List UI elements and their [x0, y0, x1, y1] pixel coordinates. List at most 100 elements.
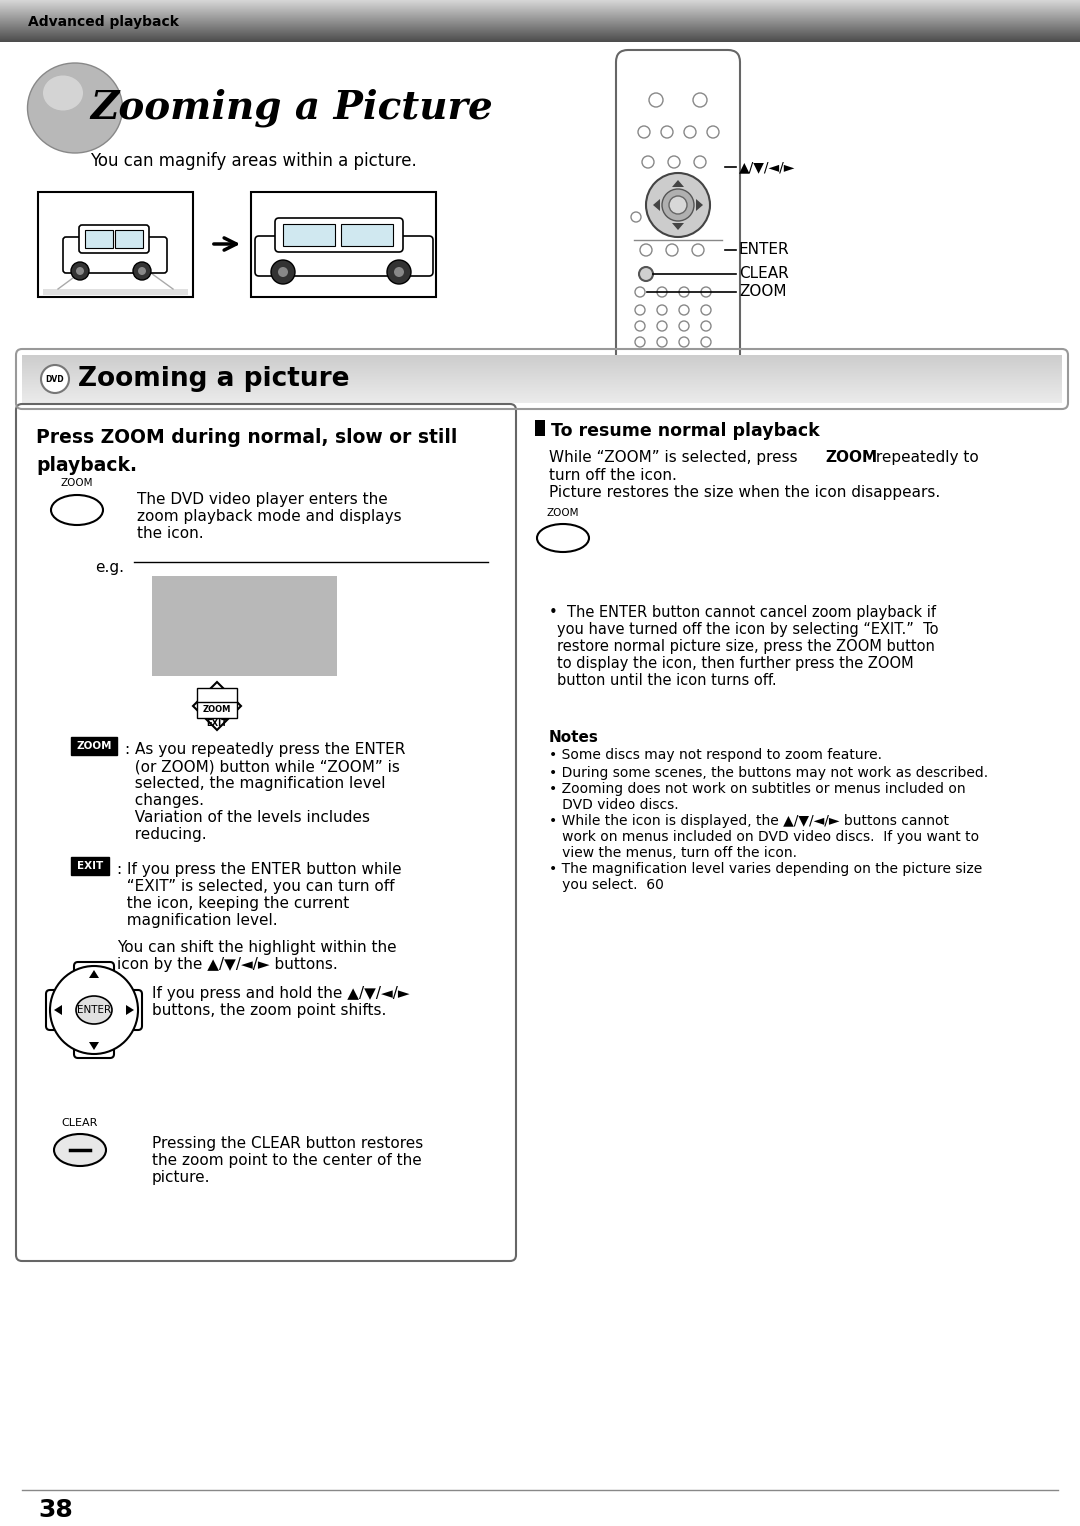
Text: e.g.: e.g. [95, 560, 124, 575]
Polygon shape [126, 1006, 134, 1015]
Text: • While the icon is displayed, the ▲/▼/◄/► buttons cannot: • While the icon is displayed, the ▲/▼/◄… [549, 813, 949, 829]
Text: ZOOM: ZOOM [739, 284, 786, 299]
Bar [283, 224, 335, 246]
Text: reducing.: reducing. [125, 827, 206, 842]
Circle shape [661, 127, 673, 137]
Text: selected, the magnification level: selected, the magnification level [125, 777, 386, 790]
Text: “EXIT” is selected, you can turn off: “EXIT” is selected, you can turn off [117, 879, 394, 894]
Text: 38: 38 [38, 1499, 72, 1521]
Bar [85, 230, 113, 249]
Polygon shape [672, 223, 684, 230]
Circle shape [701, 320, 711, 331]
Text: DVD video discs.: DVD video discs. [549, 798, 678, 812]
FancyBboxPatch shape [71, 858, 109, 874]
Text: ENTER: ENTER [77, 1006, 111, 1015]
Text: repeatedly to: repeatedly to [870, 450, 978, 465]
Text: • Some discs may not respond to zoom feature.: • Some discs may not respond to zoom fea… [549, 748, 882, 761]
Circle shape [657, 337, 667, 346]
Text: zoom playback mode and displays: zoom playback mode and displays [137, 510, 402, 523]
Circle shape [662, 189, 694, 221]
Text: • During some scenes, the buttons may not work as described.: • During some scenes, the buttons may no… [549, 766, 988, 780]
Circle shape [693, 93, 707, 107]
Polygon shape [43, 288, 188, 295]
Text: •  The ENTER button cannot cancel zoom playback if: • The ENTER button cannot cancel zoom pl… [549, 604, 936, 620]
Text: the zoom point to the center of the: the zoom point to the center of the [152, 1154, 422, 1167]
Text: • The magnification level varies depending on the picture size: • The magnification level varies dependi… [549, 862, 982, 876]
Circle shape [41, 365, 69, 394]
Circle shape [642, 156, 654, 168]
FancyBboxPatch shape [197, 702, 237, 719]
Polygon shape [696, 198, 703, 211]
Text: icon by the ▲/▼/◄/► buttons.: icon by the ▲/▼/◄/► buttons. [117, 957, 338, 972]
Circle shape [657, 287, 667, 298]
Polygon shape [89, 971, 99, 978]
Circle shape [701, 337, 711, 346]
Text: button until the icon turns off.: button until the icon turns off. [557, 673, 777, 688]
Text: CLEAR: CLEAR [739, 267, 788, 281]
FancyBboxPatch shape [16, 404, 516, 1260]
FancyBboxPatch shape [79, 224, 149, 253]
Circle shape [76, 267, 84, 275]
Circle shape [669, 156, 680, 168]
Text: Zooming a Picture: Zooming a Picture [90, 89, 492, 127]
Text: : If you press the ENTER button while: : If you press the ENTER button while [117, 862, 402, 877]
Circle shape [692, 244, 704, 256]
Ellipse shape [537, 523, 589, 552]
Circle shape [657, 320, 667, 331]
Text: ZOOM: ZOOM [60, 478, 93, 488]
Text: To resume normal playback: To resume normal playback [551, 423, 820, 439]
Circle shape [635, 305, 645, 314]
FancyBboxPatch shape [275, 218, 403, 252]
Text: you have turned off the icon by selecting “EXIT.”  To: you have turned off the icon by selectin… [557, 623, 939, 636]
Text: ZOOM: ZOOM [546, 508, 579, 517]
Text: The DVD video player enters the: The DVD video player enters the [137, 491, 388, 507]
Ellipse shape [43, 75, 83, 110]
Text: you select.  60: you select. 60 [549, 877, 664, 893]
Circle shape [679, 320, 689, 331]
Circle shape [679, 287, 689, 298]
Text: ▲/▼/◄/►: ▲/▼/◄/► [739, 160, 795, 174]
Circle shape [657, 305, 667, 314]
Text: Advanced playback: Advanced playback [28, 15, 179, 29]
Text: ZOOM: ZOOM [203, 705, 231, 714]
FancyBboxPatch shape [255, 237, 433, 276]
Text: : As you repeatedly press the ENTER: : As you repeatedly press the ENTER [125, 742, 405, 757]
FancyBboxPatch shape [616, 50, 740, 369]
Text: buttons, the zoom point shifts.: buttons, the zoom point shifts. [152, 1003, 387, 1018]
Circle shape [649, 93, 663, 107]
Text: the icon, keeping the current: the icon, keeping the current [117, 896, 349, 911]
Text: You can shift the highlight within the: You can shift the highlight within the [117, 940, 396, 955]
Circle shape [278, 267, 288, 278]
Text: ENTER: ENTER [739, 243, 789, 258]
Text: You can magnify areas within a picture.: You can magnify areas within a picture. [90, 153, 417, 169]
Bar [38, 192, 193, 298]
Circle shape [684, 127, 696, 137]
Circle shape [640, 244, 652, 256]
FancyBboxPatch shape [71, 737, 117, 755]
Text: work on menus included on DVD video discs.  If you want to: work on menus included on DVD video disc… [549, 830, 980, 844]
Text: view the menus, turn off the icon.: view the menus, turn off the icon. [549, 845, 797, 861]
Text: (or ZOOM) button while “ZOOM” is: (or ZOOM) button while “ZOOM” is [125, 758, 400, 774]
Text: EXIT: EXIT [77, 861, 103, 871]
Text: magnification level.: magnification level. [117, 913, 278, 928]
Circle shape [271, 259, 295, 284]
Circle shape [707, 127, 719, 137]
Circle shape [133, 262, 151, 279]
Text: playback.: playback. [36, 456, 137, 475]
Text: changes.: changes. [125, 794, 204, 807]
Polygon shape [54, 1006, 62, 1015]
Circle shape [646, 172, 710, 237]
Text: ZOOM: ZOOM [77, 742, 111, 751]
Circle shape [71, 262, 89, 279]
Text: picture.: picture. [152, 1170, 211, 1186]
Text: • Zooming does not work on subtitles or menus included on: • Zooming does not work on subtitles or … [549, 781, 966, 797]
Bar [251, 192, 436, 298]
Text: turn off the icon.: turn off the icon. [549, 468, 677, 484]
Text: Picture restores the size when the icon disappears.: Picture restores the size when the icon … [549, 485, 941, 501]
Circle shape [701, 305, 711, 314]
Text: If you press and hold the ▲/▼/◄/►: If you press and hold the ▲/▼/◄/► [152, 986, 409, 1001]
Circle shape [50, 966, 138, 1054]
FancyBboxPatch shape [197, 688, 237, 703]
Circle shape [679, 337, 689, 346]
Text: the icon.: the icon. [137, 526, 204, 542]
